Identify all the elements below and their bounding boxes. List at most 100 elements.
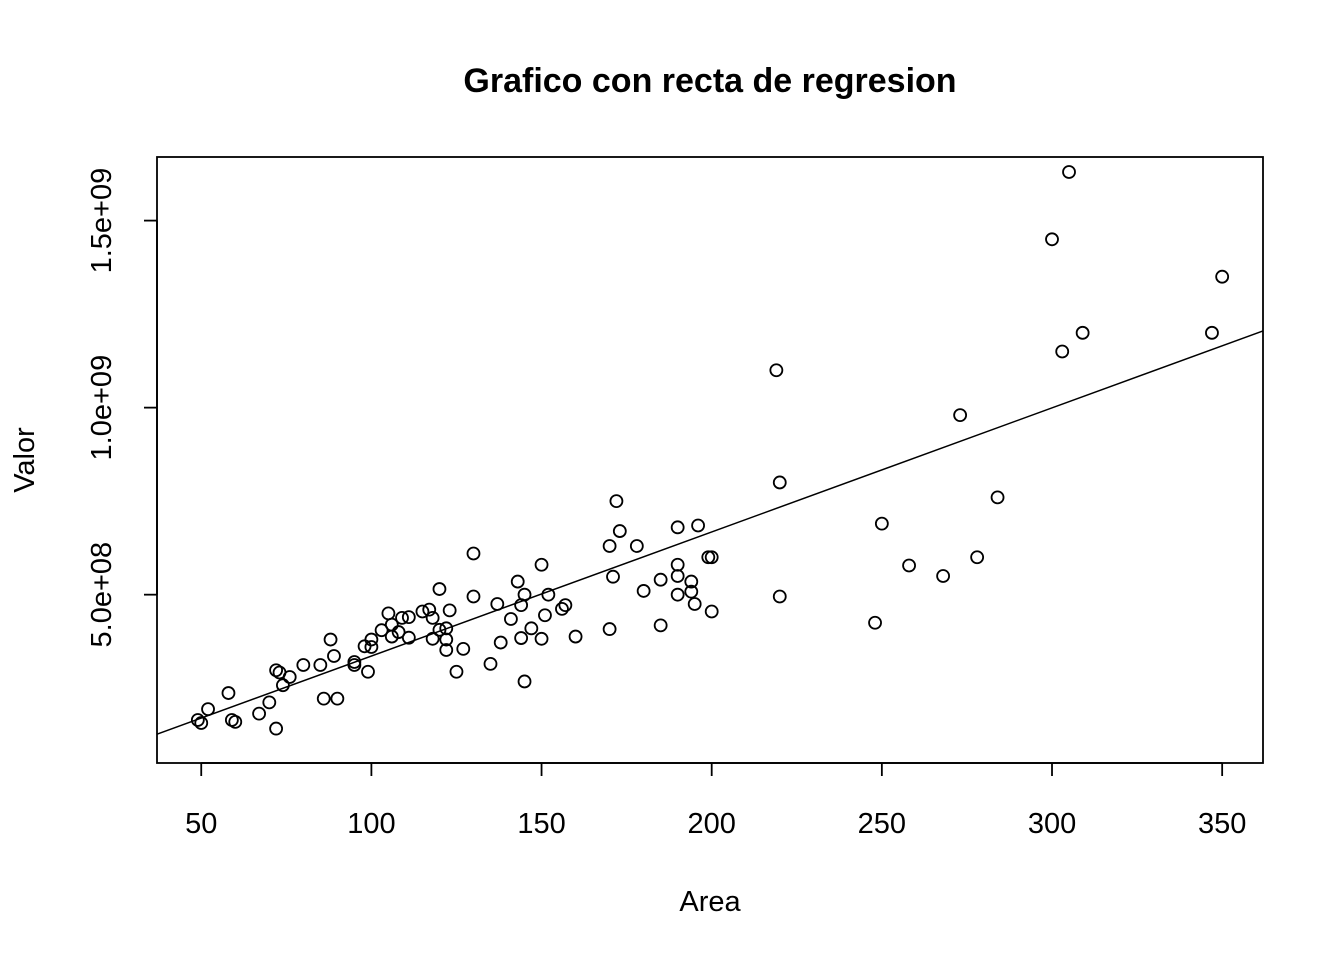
x-tick-label: 250 <box>858 808 906 840</box>
data-point <box>269 721 284 736</box>
data-point <box>1075 325 1090 340</box>
data-point <box>670 520 685 535</box>
data-point <box>568 629 583 644</box>
data-point <box>687 597 702 611</box>
data-point <box>691 518 705 533</box>
data-point <box>602 539 617 553</box>
data-point <box>282 670 297 684</box>
data-point <box>1215 269 1230 284</box>
x-axis: 50 100 150 200 250 300 350 <box>185 762 1246 840</box>
data-point <box>772 589 787 604</box>
plot-frame <box>156 156 1264 764</box>
data-point <box>466 589 481 604</box>
data-point <box>395 610 409 625</box>
data-point <box>323 632 338 647</box>
data-point <box>374 623 389 638</box>
data-point <box>190 713 205 727</box>
data-point <box>252 706 266 721</box>
data-point <box>194 716 209 730</box>
data-point <box>990 490 1005 505</box>
data-point <box>313 658 328 672</box>
data-point <box>769 363 784 378</box>
data-point <box>228 714 243 729</box>
data-point <box>558 598 573 613</box>
data-point <box>449 664 464 679</box>
data-point <box>456 642 471 656</box>
data-point <box>636 584 651 598</box>
data-point <box>953 408 968 423</box>
data-point <box>541 587 556 602</box>
data-point <box>466 546 481 561</box>
plot-area <box>156 165 1264 736</box>
data-point <box>510 574 525 589</box>
data-point <box>384 629 399 644</box>
data-point <box>262 695 277 710</box>
data-point <box>364 632 379 647</box>
y-axis: 5.0e+08 1.0e+09 1.5e+09 <box>86 168 158 647</box>
data-point <box>276 678 290 693</box>
data-point <box>381 606 396 621</box>
x-tick-label: 300 <box>1028 808 1076 840</box>
data-point <box>401 630 416 645</box>
y-tick-label: 1.5e+09 <box>86 168 118 274</box>
data-point <box>296 658 311 672</box>
data-point <box>425 610 440 625</box>
data-point <box>653 572 668 587</box>
y-tick-label: 1.0e+09 <box>86 355 118 461</box>
data-point <box>670 557 685 572</box>
data-point <box>555 601 569 616</box>
data-point <box>704 550 719 565</box>
data-point <box>868 615 882 630</box>
data-point <box>772 475 787 490</box>
data-point <box>201 702 215 717</box>
data-point <box>442 603 457 618</box>
data-point <box>514 631 529 645</box>
data-point <box>490 597 505 611</box>
data-point <box>439 643 454 657</box>
data-point <box>425 631 440 646</box>
data-point <box>602 622 617 636</box>
data-point <box>606 569 620 584</box>
data-point <box>517 674 532 689</box>
data-point <box>534 557 549 572</box>
data-point <box>439 632 454 647</box>
data-point <box>1062 165 1076 179</box>
data-point <box>612 524 627 538</box>
data-point <box>347 658 362 672</box>
chart-title: Grafico con recta de regresion <box>463 62 956 100</box>
data-point <box>629 539 644 553</box>
data-point <box>1205 325 1219 340</box>
data-point <box>653 618 668 633</box>
x-tick-label: 150 <box>517 808 565 840</box>
data-point <box>415 604 430 619</box>
data-point <box>1045 232 1059 247</box>
y-axis-label: Valor <box>9 427 41 493</box>
x-axis-label: Area <box>679 886 741 918</box>
data-point <box>1055 344 1070 359</box>
data-point <box>364 640 379 654</box>
data-point <box>432 582 447 596</box>
data-point <box>316 691 331 706</box>
data-point <box>609 494 624 509</box>
data-point <box>902 558 916 573</box>
data-point <box>327 649 341 663</box>
data-point <box>330 691 345 706</box>
data-point <box>970 550 985 565</box>
regression-line <box>156 330 1264 735</box>
data-point <box>684 574 699 589</box>
data-point <box>269 663 284 678</box>
data-point <box>361 664 375 679</box>
data-point <box>422 602 437 617</box>
data-point <box>936 569 951 583</box>
data-point <box>670 569 685 583</box>
x-tick-label: 350 <box>1198 808 1246 840</box>
data-point <box>874 516 889 531</box>
data-point <box>483 656 498 671</box>
data-point <box>538 608 552 623</box>
data-point <box>670 587 685 602</box>
data-point <box>504 612 518 626</box>
data-point <box>517 587 532 602</box>
data-point <box>221 686 236 700</box>
data-point <box>493 635 508 650</box>
